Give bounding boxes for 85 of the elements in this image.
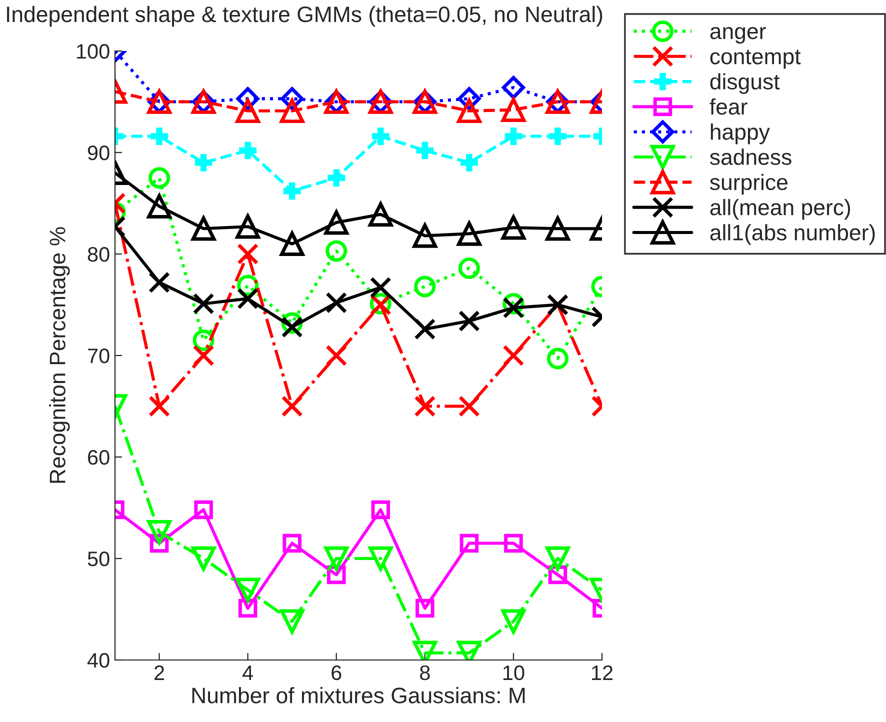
point (236, 214, 260, 239)
point (502, 76, 526, 100)
point (501, 609, 526, 634)
point (501, 215, 526, 240)
y-tick-label: 50 (88, 552, 110, 566)
y-tick-label: 70 (88, 348, 110, 364)
x-tick-label: 4 (242, 666, 253, 680)
point (326, 240, 348, 262)
point (194, 154, 212, 172)
point (458, 257, 480, 279)
point (416, 598, 434, 618)
point (192, 292, 214, 314)
point (414, 276, 436, 298)
point (546, 348, 568, 370)
point (282, 534, 302, 553)
legend-label: contempt (710, 50, 801, 69)
point (368, 546, 393, 571)
point (283, 182, 301, 200)
point (148, 395, 170, 418)
x-tick-label: 12 (592, 665, 613, 680)
point (372, 128, 390, 145)
point (546, 546, 570, 571)
point (460, 534, 479, 553)
y-tick-label: 60 (88, 450, 110, 465)
y-tick-label: 100 (76, 44, 110, 59)
y-tick-label: 80 (88, 247, 110, 262)
point (191, 546, 216, 571)
legend-label: fear (710, 98, 748, 115)
point (236, 98, 260, 124)
legend-label: all1(abs number) (710, 224, 875, 245)
point (324, 210, 349, 235)
point (191, 216, 216, 241)
point (281, 395, 303, 418)
point (236, 578, 260, 602)
point (237, 288, 259, 310)
x-tick-label: 2 (154, 665, 164, 680)
y-axis-title: Recogniton Percentage % (49, 227, 70, 483)
point (237, 243, 259, 265)
point (238, 598, 258, 618)
point (368, 202, 393, 227)
legend-label: happy (710, 124, 770, 144)
point (370, 276, 392, 298)
legend-label: sadness (710, 148, 792, 166)
point (147, 520, 172, 544)
point (504, 128, 522, 145)
point (549, 128, 566, 145)
point (502, 344, 524, 366)
point (502, 297, 524, 319)
point (501, 98, 526, 122)
point (281, 316, 303, 338)
point (546, 216, 570, 241)
point (414, 318, 436, 340)
point (150, 128, 168, 145)
x-axis-title: Number of mixtures Gaussians: M (192, 687, 525, 704)
point (504, 534, 523, 553)
point (280, 232, 304, 256)
point (416, 142, 434, 160)
point (458, 310, 480, 332)
point (328, 169, 346, 187)
point (192, 344, 214, 366)
point (148, 167, 170, 189)
point (460, 154, 478, 172)
y-tick-label: 40 (87, 653, 110, 668)
point (457, 98, 482, 124)
legend-label: surprice (710, 174, 788, 195)
point (414, 395, 436, 418)
y-tick-label: 90 (88, 146, 110, 160)
point (326, 344, 348, 366)
x-tick-label: 6 (332, 665, 342, 680)
point (194, 500, 213, 520)
point (458, 395, 480, 418)
point (280, 98, 304, 124)
legend-label: disgust (710, 73, 780, 94)
point (147, 194, 172, 218)
point (239, 142, 256, 160)
legend-label: anger (710, 27, 766, 44)
chart-title: Independent shape & texture GMMs (theta=0.05, no Neutral) (7, 6, 602, 27)
legend-label: all(mean perc) (710, 199, 850, 220)
point (324, 546, 349, 571)
x-tick-label: 10 (503, 665, 524, 680)
x-tick-label: 8 (420, 665, 430, 680)
point (326, 292, 348, 314)
point (148, 272, 170, 294)
point (371, 500, 390, 520)
point (280, 609, 304, 634)
